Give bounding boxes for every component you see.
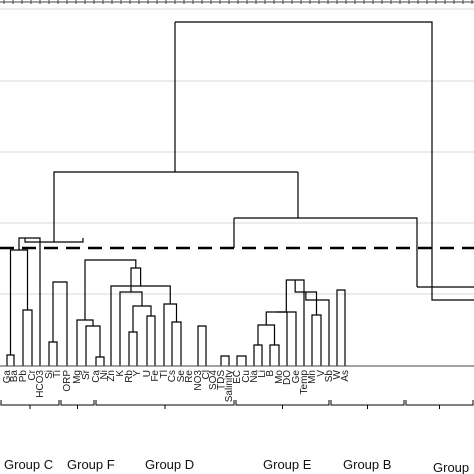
leaf-label: Ni bbox=[99, 370, 110, 379]
branch bbox=[84, 259, 137, 320]
leaf-label: DO bbox=[282, 370, 293, 385]
leaf-label: B bbox=[265, 370, 276, 377]
leaf-label: NO3 bbox=[193, 370, 204, 391]
leaf-label: Si bbox=[44, 370, 55, 379]
group-label-e: Group E bbox=[263, 457, 312, 472]
leaf-label: V bbox=[316, 370, 327, 377]
branch bbox=[9, 249, 29, 355]
leaf-label: EC bbox=[232, 370, 243, 384]
group-brace bbox=[330, 400, 405, 409]
leaf-label: Na bbox=[249, 370, 260, 383]
leaf-label: Ti bbox=[52, 370, 63, 378]
leaf-label: Cr bbox=[27, 369, 38, 380]
branch bbox=[95, 356, 105, 366]
leaf-label: Cl bbox=[201, 370, 212, 379]
branch bbox=[146, 315, 156, 366]
branch bbox=[257, 324, 276, 345]
leaf-label: Mg bbox=[72, 370, 83, 384]
branch bbox=[76, 319, 94, 366]
branch bbox=[234, 217, 418, 287]
group-label-b: Group B bbox=[343, 457, 391, 472]
leaf-label: Ca bbox=[91, 370, 102, 383]
group-brace bbox=[60, 400, 95, 409]
leaf-label: Se bbox=[176, 370, 187, 383]
leaf-label: Ge bbox=[291, 370, 302, 384]
top-frame-ticks bbox=[3, 0, 473, 4]
leaf-label: SO4 bbox=[208, 370, 219, 390]
branch bbox=[220, 355, 230, 366]
leaf-label: Tl bbox=[159, 370, 170, 378]
leaf-label: Cu bbox=[241, 370, 252, 383]
branch bbox=[163, 303, 178, 366]
dendrogram-branches bbox=[6, 21, 474, 366]
leaf-label: Ga bbox=[2, 370, 13, 384]
branch bbox=[85, 325, 101, 366]
group-brace bbox=[0, 400, 60, 409]
branch bbox=[253, 344, 263, 366]
group-brace bbox=[405, 400, 474, 409]
leaf-label: HCO3 bbox=[35, 370, 46, 398]
branch bbox=[130, 267, 142, 292]
branch bbox=[197, 325, 207, 366]
branch bbox=[236, 355, 247, 366]
branch bbox=[22, 309, 33, 366]
leaf-label: Y bbox=[132, 370, 143, 377]
branch bbox=[52, 281, 68, 366]
group-brace bbox=[235, 400, 330, 409]
group-label-d: Group D bbox=[145, 457, 194, 472]
leaf-label: U bbox=[142, 370, 153, 377]
leaf-label: Cs bbox=[167, 370, 178, 382]
leaf-label: Pb bbox=[18, 370, 29, 383]
branch bbox=[119, 291, 143, 366]
group-brace bbox=[95, 400, 235, 409]
leaf-label: Zn bbox=[106, 370, 117, 382]
branch bbox=[6, 354, 15, 366]
branch bbox=[265, 311, 288, 366]
branch bbox=[132, 305, 152, 332]
branch bbox=[336, 289, 346, 366]
leaf-label: Mn bbox=[307, 370, 318, 384]
leaf-label: As bbox=[340, 370, 351, 382]
branch bbox=[269, 344, 280, 366]
leaf-label: Sb bbox=[324, 370, 335, 383]
leaf-label: Li bbox=[257, 370, 268, 378]
leaf-label: Ba bbox=[9, 370, 20, 383]
leaf-label: W bbox=[332, 369, 343, 379]
branch bbox=[175, 21, 433, 287]
grid-lines bbox=[0, 8, 474, 295]
branch bbox=[48, 341, 58, 366]
leaf-label: Salinity bbox=[224, 370, 235, 402]
branch bbox=[171, 321, 182, 366]
leaf-label: Re bbox=[184, 370, 195, 383]
branch bbox=[431, 287, 474, 301]
group-label-f: Group F bbox=[67, 457, 115, 472]
group-label-a: Group bbox=[433, 460, 469, 474]
leaf-label: TDS bbox=[216, 370, 227, 390]
group-braces bbox=[0, 400, 474, 409]
branch bbox=[285, 279, 305, 366]
leaf-label: ORP bbox=[62, 370, 73, 392]
branch bbox=[305, 292, 330, 366]
branch bbox=[276, 311, 297, 366]
leaf-label: Sr bbox=[81, 369, 92, 380]
leaf-label: Fe bbox=[150, 370, 161, 382]
leaf-label: Mo bbox=[274, 370, 285, 384]
branch bbox=[53, 171, 298, 242]
branch bbox=[128, 331, 138, 366]
leaf-label: K bbox=[115, 370, 126, 377]
branch bbox=[311, 314, 322, 366]
group-label-c: Group C bbox=[4, 457, 53, 472]
leaf-label: Rb bbox=[124, 370, 135, 383]
branch bbox=[18, 237, 41, 366]
leaf-label: Temp bbox=[299, 370, 310, 395]
